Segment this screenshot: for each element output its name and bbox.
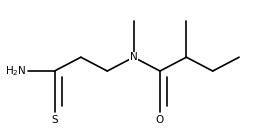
Text: $\mathregular{H_2N}$: $\mathregular{H_2N}$ [5,64,27,78]
Text: S: S [51,115,58,125]
Text: O: O [156,115,164,125]
Text: N: N [130,52,137,62]
